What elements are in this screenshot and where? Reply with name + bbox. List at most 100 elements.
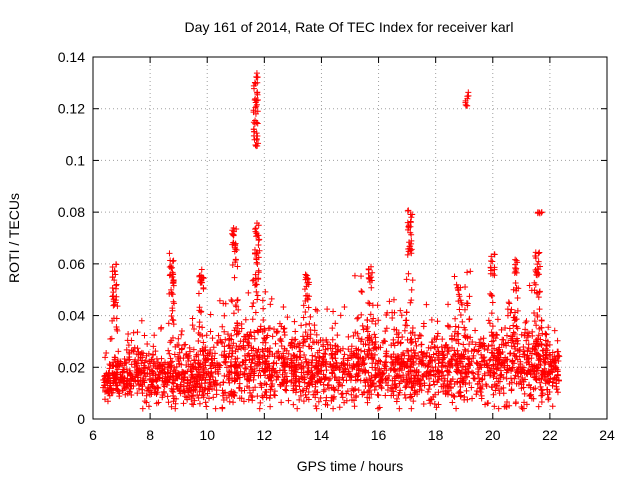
data-point	[117, 376, 124, 383]
data-point	[372, 320, 379, 327]
data-point	[491, 370, 498, 377]
data-point	[473, 387, 480, 394]
data-point	[404, 358, 411, 365]
data-point	[104, 398, 111, 405]
data-point	[401, 327, 408, 334]
x-axis-label: GPS time / hours	[297, 458, 404, 474]
data-point	[428, 316, 435, 323]
data-point	[191, 397, 198, 404]
data-point	[322, 375, 329, 382]
data-point	[527, 348, 534, 355]
data-point	[165, 320, 172, 327]
data-point	[289, 360, 296, 367]
data-point	[534, 313, 541, 320]
data-point	[470, 352, 477, 359]
data-point	[502, 403, 509, 410]
data-point	[495, 385, 502, 392]
y-tick-label: 0.1	[66, 152, 86, 168]
data-point	[368, 382, 375, 389]
data-point	[305, 304, 312, 311]
data-point	[200, 339, 207, 346]
data-point	[526, 282, 533, 289]
data-point	[407, 339, 414, 346]
data-point	[134, 345, 141, 352]
data-point	[547, 358, 554, 365]
data-point	[123, 383, 130, 390]
data-point	[435, 389, 442, 396]
data-point	[544, 386, 551, 393]
data-point	[378, 384, 385, 391]
data-point	[526, 361, 533, 368]
plot-frame	[92, 56, 608, 420]
data-point	[518, 331, 525, 338]
data-point	[112, 261, 119, 268]
data-point	[213, 391, 220, 398]
data-point	[545, 395, 552, 402]
data-point	[290, 383, 297, 390]
data-point	[449, 376, 456, 383]
data-point	[295, 361, 302, 368]
data-point	[251, 128, 258, 135]
data-point	[430, 351, 437, 358]
data-point	[514, 356, 521, 363]
data-point	[370, 315, 377, 322]
data-point	[397, 307, 404, 314]
data-point	[138, 317, 145, 324]
data-point	[205, 356, 212, 363]
data-point	[214, 368, 221, 375]
data-point	[358, 311, 365, 318]
data-point	[315, 398, 322, 405]
data-point	[456, 388, 463, 395]
data-point	[304, 296, 311, 303]
data-point	[106, 361, 113, 368]
y-tick-label: 0.14	[58, 49, 85, 65]
data-point	[206, 395, 213, 402]
data-point	[404, 207, 411, 214]
data-point	[369, 360, 376, 367]
data-point	[426, 369, 433, 376]
data-point	[409, 277, 416, 284]
data-point	[110, 292, 117, 299]
data-point	[445, 348, 452, 355]
data-point	[350, 332, 357, 339]
data-point	[246, 332, 253, 339]
data-point	[495, 359, 502, 366]
data-point	[269, 351, 276, 358]
data-point	[491, 272, 498, 279]
data-point	[255, 372, 262, 379]
data-point	[260, 348, 267, 355]
data-point	[520, 344, 527, 351]
data-point	[281, 360, 288, 367]
data-point	[405, 207, 412, 214]
data-point	[498, 371, 505, 378]
data-point	[358, 288, 365, 295]
data-point	[539, 330, 546, 337]
data-point	[303, 358, 310, 365]
data-point	[455, 330, 462, 337]
data-point	[268, 372, 275, 379]
data-point	[187, 367, 194, 374]
data-point	[456, 356, 463, 363]
data-point	[115, 388, 122, 395]
data-point	[518, 403, 525, 410]
data-point	[417, 332, 424, 339]
data-point	[366, 342, 373, 349]
data-point	[444, 377, 451, 384]
data-point	[465, 356, 472, 363]
data-point	[372, 344, 379, 351]
data-point	[376, 365, 383, 372]
data-point	[527, 384, 534, 391]
data-point	[229, 241, 236, 248]
data-point	[327, 342, 334, 349]
data-point	[228, 336, 235, 343]
data-point	[266, 325, 273, 332]
data-point	[140, 350, 147, 357]
data-point	[434, 367, 441, 374]
data-point	[175, 342, 182, 349]
data-point	[341, 351, 348, 358]
data-point	[143, 392, 150, 399]
data-point	[478, 351, 485, 358]
data-point	[162, 359, 169, 366]
data-point	[198, 266, 205, 273]
data-point	[128, 392, 135, 399]
